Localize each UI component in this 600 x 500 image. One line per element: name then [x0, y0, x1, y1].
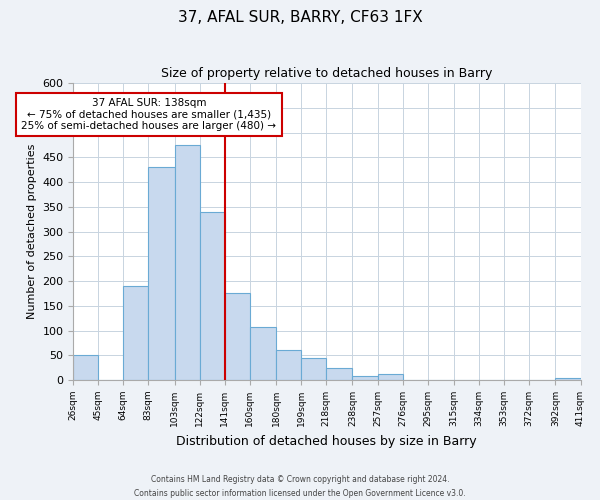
Bar [73, 356, 98, 380]
Bar [276, 350, 301, 380]
Bar [352, 376, 377, 380]
Bar [200, 212, 224, 380]
Bar [148, 167, 175, 380]
Title: Size of property relative to detached houses in Barry: Size of property relative to detached ho… [161, 68, 493, 80]
Bar [175, 145, 200, 380]
Text: 37, AFAL SUR, BARRY, CF63 1FX: 37, AFAL SUR, BARRY, CF63 1FX [178, 10, 422, 25]
Y-axis label: Number of detached properties: Number of detached properties [26, 144, 37, 320]
Bar [301, 358, 326, 380]
Text: 37 AFAL SUR: 138sqm
← 75% of detached houses are smaller (1,435)
25% of semi-det: 37 AFAL SUR: 138sqm ← 75% of detached ho… [22, 98, 277, 131]
Bar [224, 294, 250, 380]
Bar [250, 326, 276, 380]
X-axis label: Distribution of detached houses by size in Barry: Distribution of detached houses by size … [176, 434, 477, 448]
Text: Contains HM Land Registry data © Crown copyright and database right 2024.
Contai: Contains HM Land Registry data © Crown c… [134, 476, 466, 498]
Bar [377, 374, 403, 380]
Bar [556, 378, 581, 380]
Bar [123, 286, 148, 380]
Bar [326, 368, 352, 380]
